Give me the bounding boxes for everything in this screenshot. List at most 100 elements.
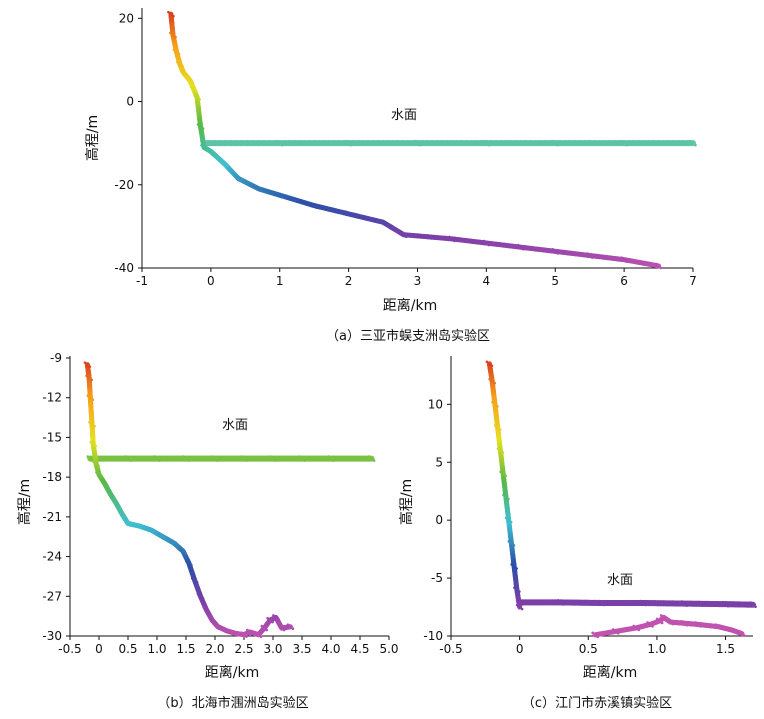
data-point — [272, 457, 275, 460]
data-point — [98, 473, 101, 476]
data-point — [223, 627, 226, 630]
data-point — [175, 50, 178, 53]
data-point — [170, 13, 173, 16]
data-point — [332, 459, 335, 462]
water-surface-series — [87, 455, 376, 462]
x-tick-label: 3.5 — [292, 642, 311, 656]
data-point — [310, 202, 313, 205]
data-point — [210, 150, 213, 153]
data-point — [667, 619, 670, 622]
data-point — [237, 177, 240, 180]
data-point — [118, 504, 121, 507]
data-point — [214, 623, 217, 626]
data-point — [660, 267, 663, 270]
data-point — [603, 604, 606, 607]
data-point — [211, 455, 214, 458]
xlabel-b: 距离/km — [205, 664, 259, 681]
data-point — [193, 94, 196, 97]
data-point — [551, 140, 554, 143]
data-point — [113, 500, 116, 503]
data-point — [483, 140, 486, 143]
y-tick-label: -5 — [431, 571, 443, 585]
data-point — [187, 459, 190, 462]
data-point — [513, 586, 516, 589]
data-point — [283, 629, 286, 632]
data-point — [129, 524, 132, 527]
data-point — [159, 533, 162, 536]
data-point — [97, 465, 100, 468]
data-point — [243, 633, 246, 636]
data-point — [271, 621, 274, 624]
x-tick-label: 4.5 — [350, 642, 369, 656]
data-point — [276, 140, 279, 143]
data-point — [263, 627, 266, 630]
y-tick-label: -24 — [42, 550, 62, 564]
data-point — [91, 423, 94, 426]
marks-a — [167, 11, 697, 269]
data-point — [453, 240, 456, 243]
data-point — [384, 223, 387, 226]
data-point — [620, 140, 623, 143]
y-tick-label: 10 — [428, 397, 443, 411]
data-point — [243, 457, 246, 460]
x-tick-label: 0.5 — [579, 642, 598, 656]
data-point — [232, 630, 235, 633]
data-point — [275, 616, 278, 619]
data-point — [237, 634, 240, 637]
data-point — [112, 495, 115, 498]
data-point — [743, 634, 746, 637]
data-point — [720, 627, 723, 630]
data-point — [292, 627, 295, 630]
data-point — [203, 146, 206, 149]
x-tick-label: 2.5 — [234, 642, 253, 656]
water-annotation-b: 水面 — [222, 418, 248, 433]
x-tick-label: 0 — [207, 274, 215, 288]
data-point — [370, 457, 373, 460]
data-point — [554, 142, 557, 145]
water-annotation-a: 水面 — [391, 108, 417, 123]
data-point — [656, 618, 659, 621]
data-point — [176, 544, 179, 547]
data-point — [623, 258, 626, 261]
data-point — [246, 629, 249, 632]
data-point — [182, 550, 185, 553]
data-point — [620, 256, 623, 259]
xlabel-a: 距离/km — [383, 297, 437, 314]
water-surface-series — [516, 599, 757, 608]
data-point — [269, 455, 272, 458]
data-point — [152, 531, 155, 534]
data-point — [557, 599, 560, 602]
data-point — [107, 491, 110, 494]
y-tick-label: -27 — [42, 589, 62, 603]
data-point — [197, 123, 200, 126]
x-tick-label: 1 — [276, 274, 284, 288]
data-point — [190, 564, 193, 567]
data-point — [683, 622, 686, 625]
data-point — [515, 567, 518, 570]
data-point — [92, 461, 95, 464]
marks-c — [486, 360, 757, 638]
data-point — [89, 396, 92, 399]
data-point — [202, 127, 205, 130]
data-point — [192, 88, 195, 91]
data-point — [280, 627, 283, 630]
data-point — [494, 424, 497, 427]
data-point — [212, 152, 215, 155]
data-point — [118, 511, 121, 514]
data-point — [507, 519, 510, 522]
data-point — [402, 233, 405, 236]
data-point — [200, 144, 203, 147]
data-point — [167, 11, 170, 14]
data-point — [485, 242, 488, 245]
data-point — [221, 161, 224, 164]
data-point — [554, 250, 557, 253]
data-point — [207, 148, 210, 151]
data-point — [92, 443, 95, 446]
data-point — [556, 252, 559, 255]
data-point — [89, 457, 92, 460]
data-point — [507, 498, 510, 501]
data-point — [496, 426, 499, 429]
data-point — [198, 98, 201, 101]
